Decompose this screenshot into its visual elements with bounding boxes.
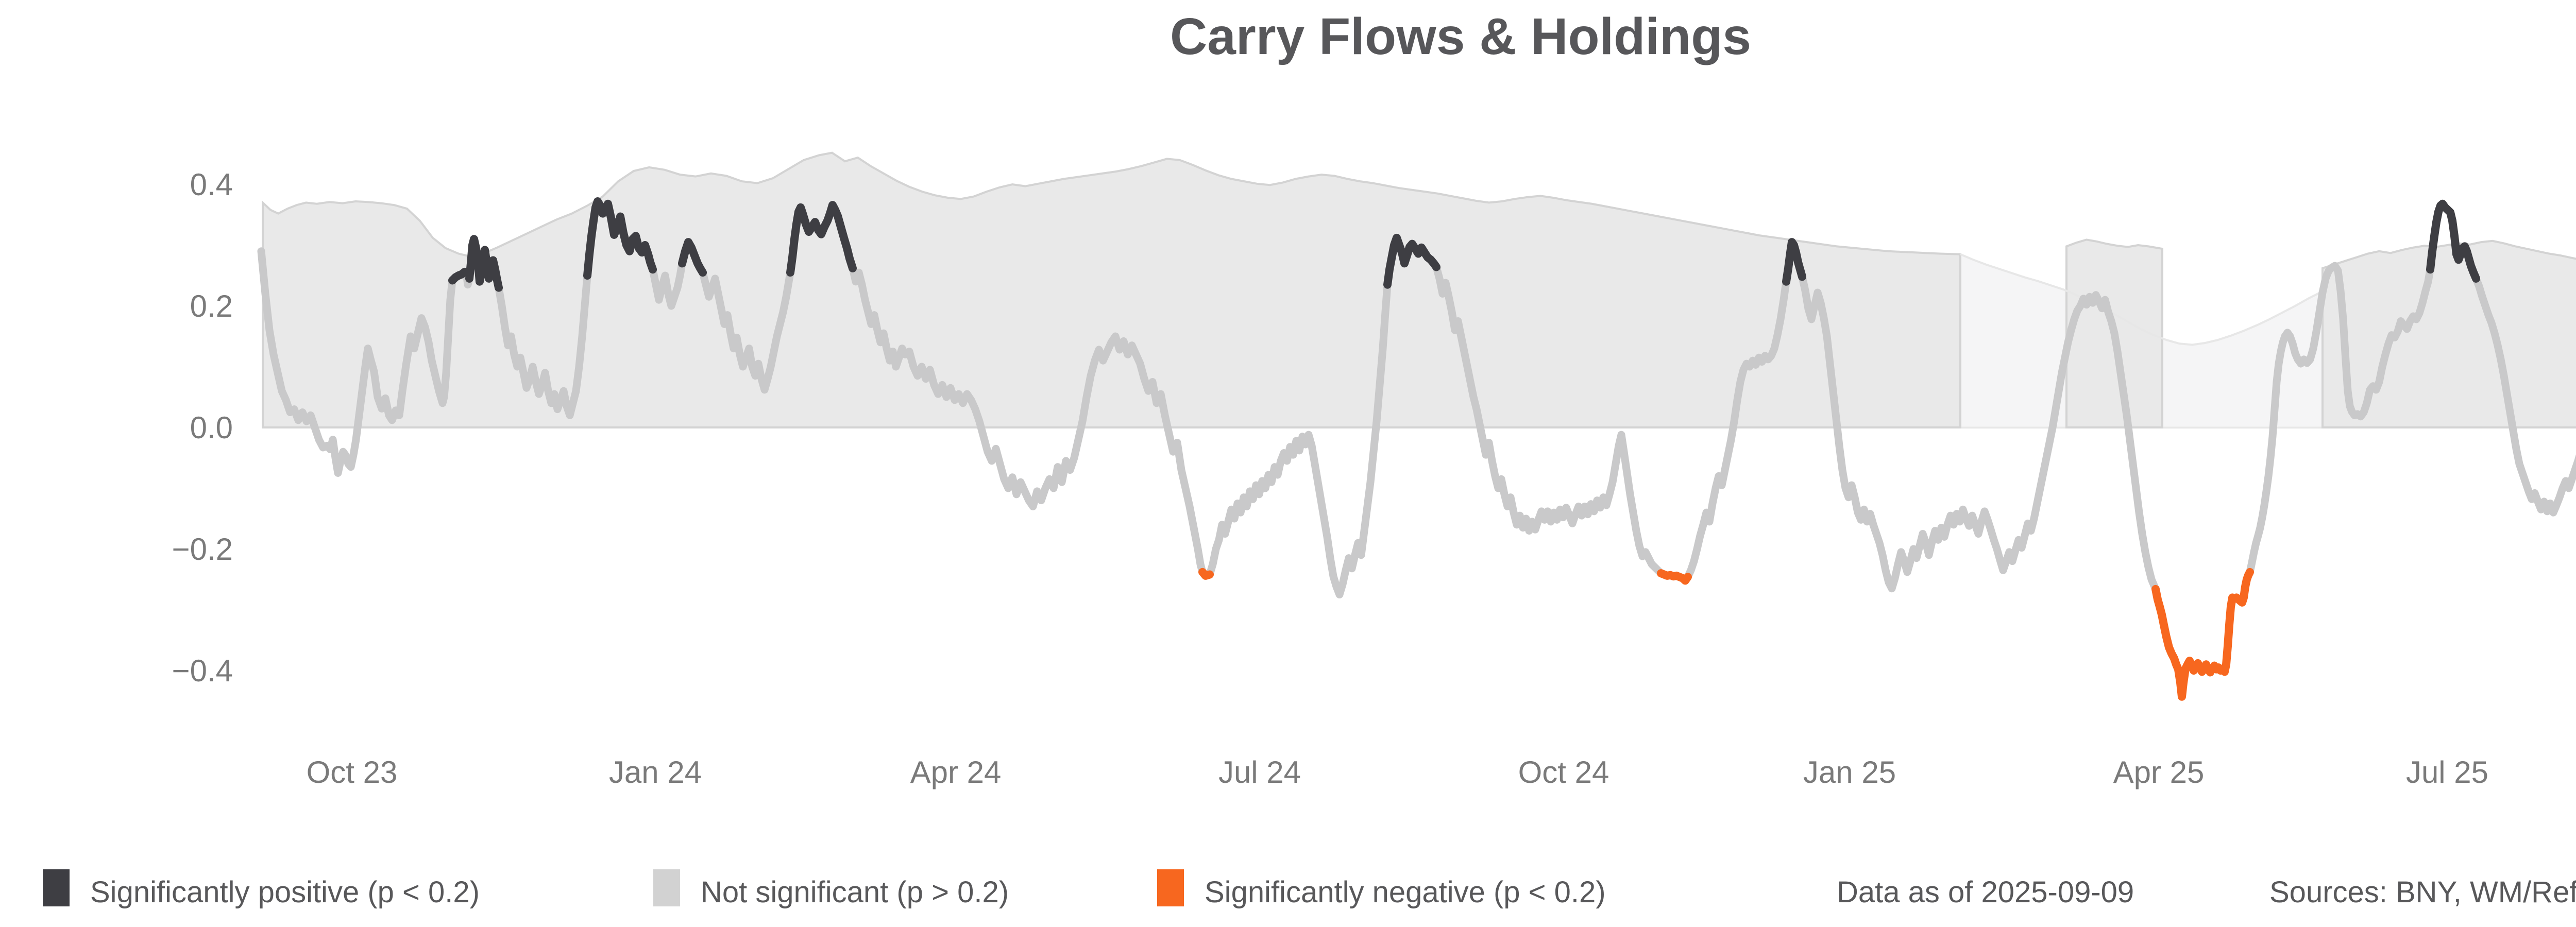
flow-line-significantly-negative-10	[2151, 568, 2254, 701]
flow-line-significantly-negative-9	[1657, 569, 1692, 585]
legend-label-not-significant: Not significant (p > 0.2)	[701, 876, 1009, 909]
legend-swatch-positive	[43, 869, 70, 906]
flow-line-significantly-positive-5	[1383, 233, 1440, 289]
flow-line-significantly-positive-2	[583, 197, 657, 280]
flow-line-significantly-positive-1	[465, 235, 503, 292]
flow-line-significantly-negative-8	[1198, 568, 1214, 580]
flow-line-significantly-positive-3	[678, 238, 707, 277]
band-light-top-edge	[1960, 253, 2323, 346]
legend-swatch-negative	[1157, 869, 1184, 906]
x-tick-label-Oct-24: Oct 24	[1518, 755, 1609, 789]
y-tick-label-0.0: 0.0	[190, 410, 233, 445]
x-tick-label-Jul-25: Jul 25	[2406, 755, 2488, 789]
y-tick-label-−0.4: −0.4	[172, 654, 233, 688]
flow-line-not-significant	[257, 197, 2576, 701]
legend-label-positive: Significantly positive (p < 0.2)	[90, 876, 480, 909]
axis-ticks-layer: 0.4 0.2 0.0 −0.2 −0.4 Oct 23 Jan 24 Apr 24 Jul 2…	[172, 167, 2489, 789]
series-lines-layer	[257, 197, 2576, 701]
x-tick-label-Oct-23: Oct 23	[307, 755, 398, 789]
x-tick-label-Apr-25: Apr 25	[2113, 755, 2205, 789]
band-area-dark-0	[262, 151, 1961, 428]
data-as-of-note: Data as of 2025-09-09	[1837, 876, 2134, 909]
sources-note: Sources: BNY, WM/Refinitiv	[2269, 876, 2576, 909]
x-tick-label-Apr-24: Apr 24	[910, 755, 1002, 789]
flow-line-significantly-positive-7	[2426, 199, 2480, 283]
flow-line-significantly-positive-4	[786, 201, 857, 277]
y-tick-label-0.2: 0.2	[190, 289, 233, 323]
legend: Significantly positive (p < 0.2) Not sig…	[43, 869, 1606, 909]
legend-label-negative: Significantly negative (p < 0.2)	[1205, 876, 1606, 909]
legend-swatch-not-significant	[653, 869, 680, 906]
band-area-dark-2	[2321, 239, 2576, 428]
chart-title: Carry Flows & Holdings	[1170, 8, 1751, 65]
x-tick-label-Jan-24: Jan 24	[609, 755, 702, 789]
y-tick-label-−0.2: −0.2	[172, 532, 233, 566]
flow-line-significantly-positive-0	[448, 267, 470, 285]
flow-line-significantly-positive-6	[1782, 238, 1806, 286]
x-tick-label-Jul-24: Jul 24	[1218, 755, 1301, 789]
shaded-bands-layer	[262, 151, 2576, 428]
x-tick-label-Jan-25: Jan 25	[1803, 755, 1896, 789]
y-tick-label-0.4: 0.4	[190, 167, 233, 202]
